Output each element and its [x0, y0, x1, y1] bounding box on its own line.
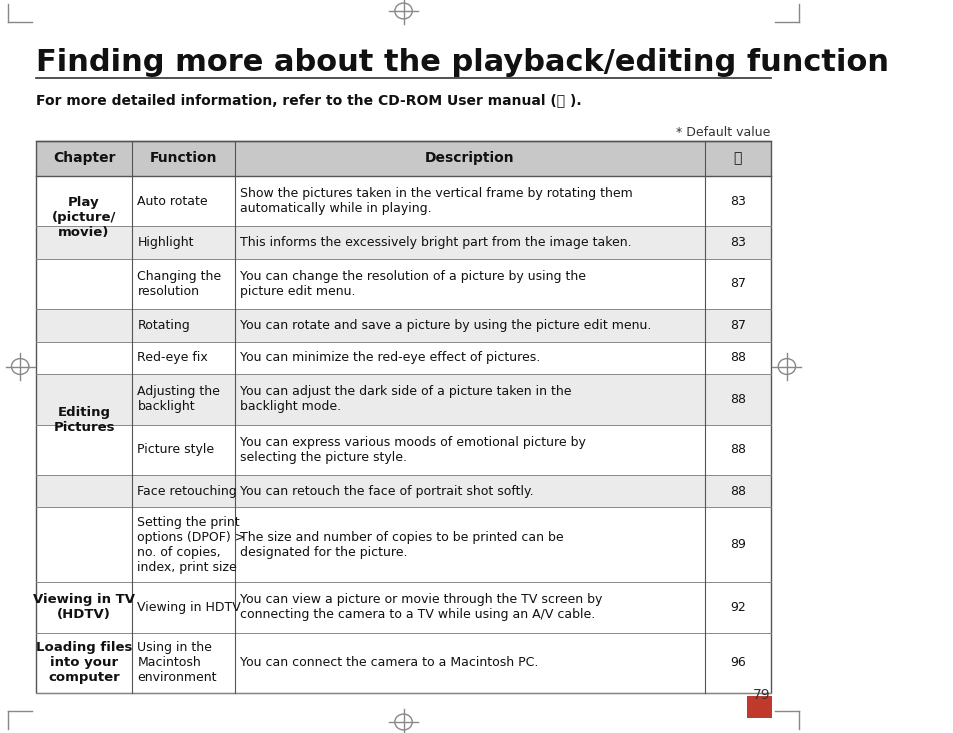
Text: Setting the print
options (DPOF) >
no. of copies,
index, print size: Setting the print options (DPOF) > no. o… — [137, 516, 246, 574]
Text: You can adjust the dark side of a picture taken in the
backlight mode.: You can adjust the dark side of a pictur… — [240, 386, 571, 413]
Text: 96: 96 — [729, 656, 745, 669]
Text: Red-eye fix: Red-eye fix — [137, 351, 208, 364]
Text: 83: 83 — [729, 236, 745, 249]
Bar — [36, 259, 770, 309]
Text: For more detailed information, refer to the CD-ROM User manual (ⓘ ).: For more detailed information, refer to … — [36, 93, 581, 107]
Text: Function: Function — [150, 151, 216, 166]
Text: Chapter: Chapter — [52, 151, 115, 166]
Text: Using in the
Macintosh
environment: Using in the Macintosh environment — [137, 641, 216, 684]
Text: You can retouch the face of portrait shot softly.: You can retouch the face of portrait sho… — [240, 485, 534, 498]
Text: 88: 88 — [729, 351, 745, 364]
Text: This informs the excessively bright part from the image taken.: This informs the excessively bright part… — [240, 236, 631, 249]
Bar — [36, 582, 770, 633]
Bar — [36, 507, 770, 582]
Text: Viewing in TV
(HDTV): Viewing in TV (HDTV) — [33, 594, 135, 622]
Bar — [746, 696, 772, 718]
Text: Finding more about the playback/editing function: Finding more about the playback/editing … — [36, 48, 888, 77]
Text: Rotating: Rotating — [137, 319, 190, 332]
Text: Auto rotate: Auto rotate — [137, 194, 208, 207]
Text: 88: 88 — [729, 393, 745, 406]
Text: 92: 92 — [729, 601, 745, 614]
Text: Face retouching: Face retouching — [137, 485, 237, 498]
Text: You can minimize the red-eye effect of pictures.: You can minimize the red-eye effect of p… — [240, 351, 540, 364]
Bar — [36, 309, 770, 342]
Text: Highlight: Highlight — [137, 236, 193, 249]
Bar — [36, 141, 770, 693]
Text: Play
(picture/
movie): Play (picture/ movie) — [51, 196, 116, 239]
Text: You can express various moods of emotional picture by
selecting the picture styl: You can express various moods of emotion… — [240, 435, 585, 464]
Bar — [36, 374, 770, 424]
Text: Picture style: Picture style — [137, 443, 214, 456]
Text: Changing the
resolution: Changing the resolution — [137, 270, 221, 298]
Text: Loading files
into your
computer: Loading files into your computer — [36, 641, 132, 684]
Bar — [36, 633, 770, 693]
Text: You can view a picture or movie through the TV screen by
connecting the camera t: You can view a picture or movie through … — [240, 594, 602, 622]
Bar — [36, 475, 770, 507]
Text: You can change the resolution of a picture by using the
picture edit menu.: You can change the resolution of a pictu… — [240, 270, 586, 298]
Text: ⓘ: ⓘ — [733, 151, 741, 166]
Bar — [36, 141, 770, 176]
Text: * Default value: * Default value — [676, 126, 770, 139]
Text: Adjusting the
backlight: Adjusting the backlight — [137, 386, 220, 413]
Text: 89: 89 — [729, 538, 745, 551]
Text: 87: 87 — [729, 278, 745, 290]
Text: 87: 87 — [729, 319, 745, 332]
Text: You can connect the camera to a Macintosh PC.: You can connect the camera to a Macintos… — [240, 656, 538, 669]
Text: 83: 83 — [729, 194, 745, 207]
Text: Viewing in HDTV: Viewing in HDTV — [137, 601, 241, 614]
Bar — [36, 342, 770, 374]
Bar — [36, 176, 770, 226]
Text: Show the pictures taken in the vertical frame by rotating them
automatically whi: Show the pictures taken in the vertical … — [240, 187, 633, 215]
Text: The size and number of copies to be printed can be
designated for the picture.: The size and number of copies to be prin… — [240, 531, 563, 559]
Text: 88: 88 — [729, 443, 745, 456]
Text: Editing
Pictures: Editing Pictures — [53, 407, 114, 435]
Text: 88: 88 — [729, 485, 745, 498]
Bar — [36, 226, 770, 259]
Text: You can rotate and save a picture by using the picture edit menu.: You can rotate and save a picture by usi… — [240, 319, 651, 332]
Text: Description: Description — [424, 151, 514, 166]
Bar — [36, 424, 770, 475]
Text: 79: 79 — [752, 688, 770, 702]
